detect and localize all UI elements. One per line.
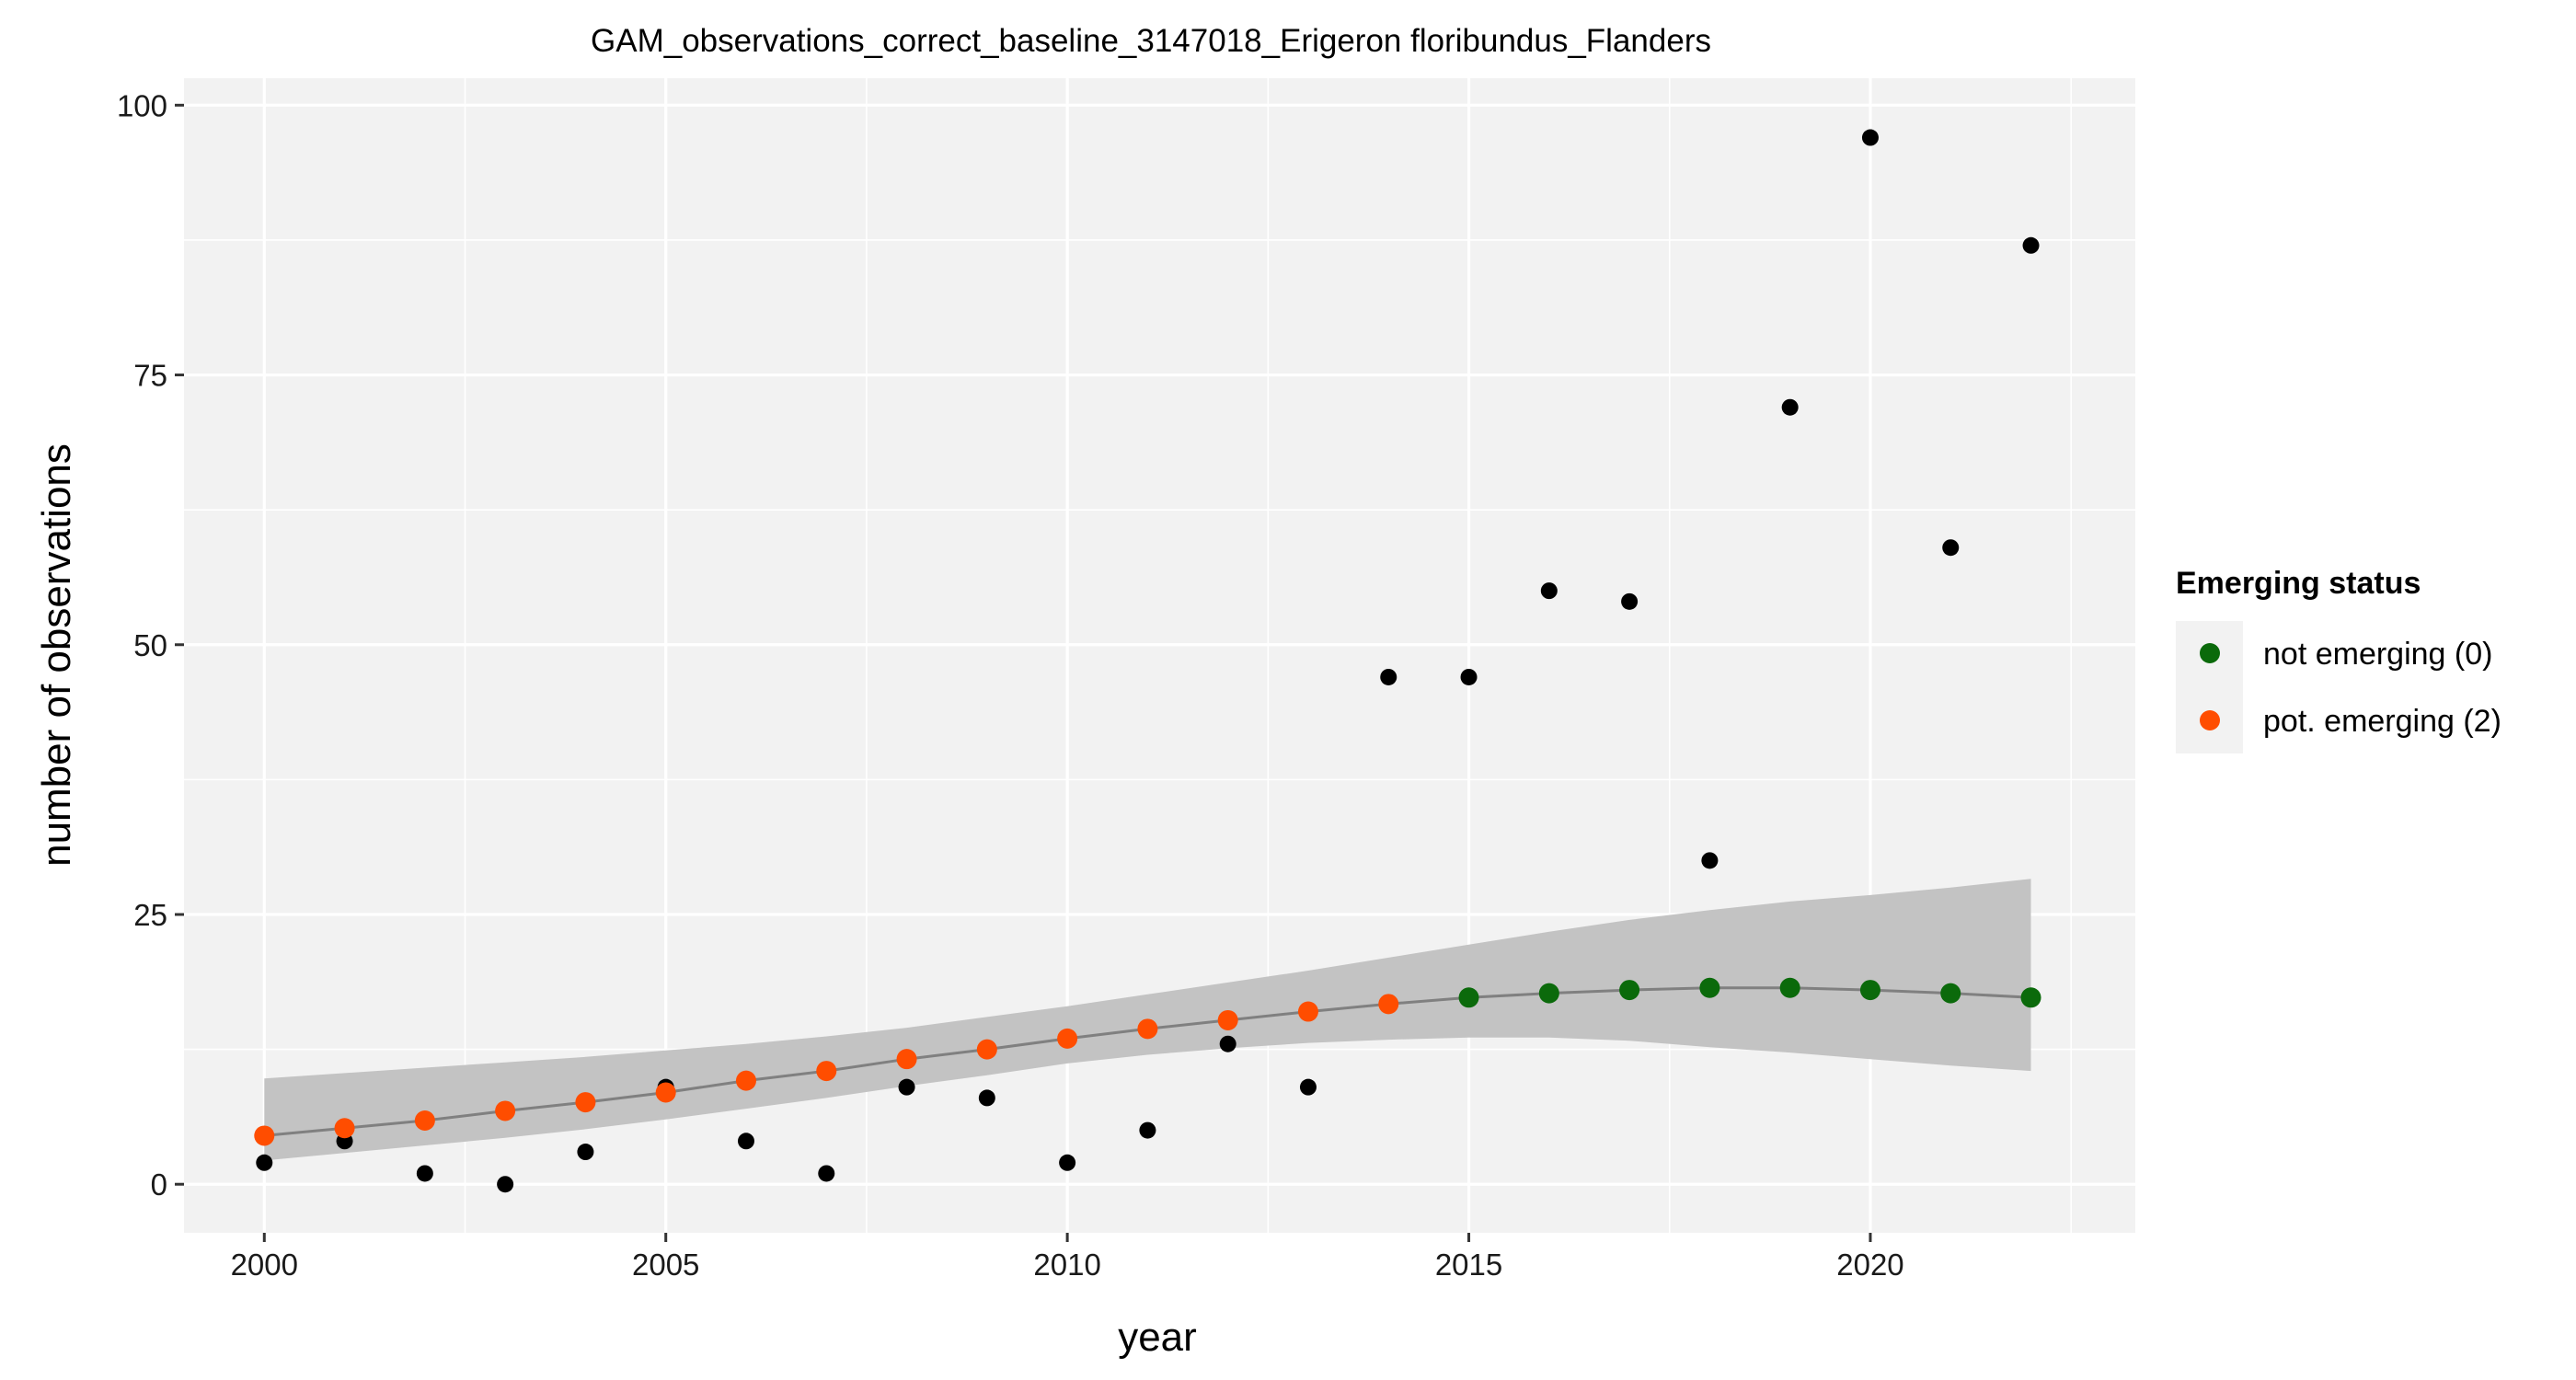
fitted-point: [896, 1049, 917, 1070]
x-axis: 2000 2005 2010 2015 2020: [231, 1233, 1904, 1282]
observed-point: [818, 1165, 835, 1182]
legend-key-background: [2176, 621, 2243, 753]
legend: Emerging status not emerging (0) pot. em…: [2176, 566, 2501, 753]
observed-point: [2022, 236, 2040, 254]
observed-point: [1299, 1078, 1317, 1096]
fitted-point: [254, 1125, 275, 1146]
fitted-point: [976, 1039, 997, 1060]
fitted-point: [495, 1100, 516, 1121]
fitted-point: [1538, 983, 1559, 1004]
plot-panel: [184, 78, 2135, 1233]
observed-point: [1540, 582, 1558, 600]
y-axis: 0 25 50 75 100: [117, 88, 184, 1202]
fitted-point: [1297, 1001, 1318, 1022]
observed-point: [1380, 668, 1397, 685]
observed-point: [1059, 1154, 1076, 1171]
observed-point: [978, 1089, 995, 1107]
y-tick-label: 100: [117, 88, 167, 122]
fitted-point: [414, 1110, 435, 1132]
observed-point: [256, 1154, 273, 1171]
fitted-point: [1217, 1009, 1238, 1030]
observed-point: [898, 1078, 915, 1096]
fitted-point: [1619, 980, 1640, 1001]
y-tick-label: 25: [133, 898, 167, 932]
fitted-point: [735, 1070, 756, 1091]
observed-point: [1139, 1121, 1156, 1139]
y-tick-label: 75: [133, 359, 167, 393]
observed-point: [1701, 852, 1719, 869]
y-tick-label: 0: [151, 1167, 167, 1202]
observed-point: [416, 1165, 433, 1182]
observed-point: [737, 1133, 754, 1150]
legend-key-not-emerging: [2200, 643, 2220, 663]
fitted-point: [1940, 983, 1961, 1004]
x-tick-label: 2010: [1033, 1248, 1100, 1282]
x-tick-label: 2000: [231, 1248, 298, 1282]
fitted-points-layer: [254, 977, 2041, 1146]
panel-background: [184, 78, 2135, 1233]
observed-point: [497, 1176, 514, 1193]
observed-point: [1621, 592, 1639, 610]
fitted-point: [1378, 994, 1399, 1015]
observed-point: [1219, 1035, 1236, 1052]
observed-point: [1942, 539, 1960, 557]
legend-title: Emerging status: [2176, 566, 2421, 601]
legend-label-pot-emerging: pot. emerging (2): [2263, 704, 2501, 739]
fitted-point: [1859, 980, 1880, 1001]
x-tick-label: 2005: [632, 1248, 699, 1282]
fitted-point: [1699, 977, 1720, 998]
observed-point: [1781, 398, 1799, 416]
fitted-point: [334, 1118, 355, 1139]
y-axis-title: number of observations: [34, 443, 79, 867]
observed-point: [577, 1144, 594, 1161]
observed-point: [1861, 129, 1879, 146]
x-tick-label: 2020: [1836, 1248, 1903, 1282]
fitted-point: [1779, 977, 1800, 998]
fitted-point: [1137, 1018, 1158, 1040]
fitted-point: [1458, 987, 1479, 1008]
fitted-point: [655, 1082, 676, 1103]
legend-key-pot-emerging: [2200, 710, 2220, 730]
observed-point: [1460, 668, 1478, 685]
x-tick-label: 2015: [1435, 1248, 1502, 1282]
fitted-point: [2020, 987, 2041, 1008]
x-axis-title: year: [1118, 1315, 1197, 1360]
fitted-point: [1057, 1028, 1078, 1049]
fitted-point: [816, 1061, 837, 1082]
chart-title: GAM_observations_correct_baseline_314701…: [591, 23, 1711, 59]
legend-label-not-emerging: not emerging (0): [2263, 637, 2492, 672]
y-tick-label: 50: [133, 628, 167, 662]
fitted-point: [575, 1092, 596, 1113]
